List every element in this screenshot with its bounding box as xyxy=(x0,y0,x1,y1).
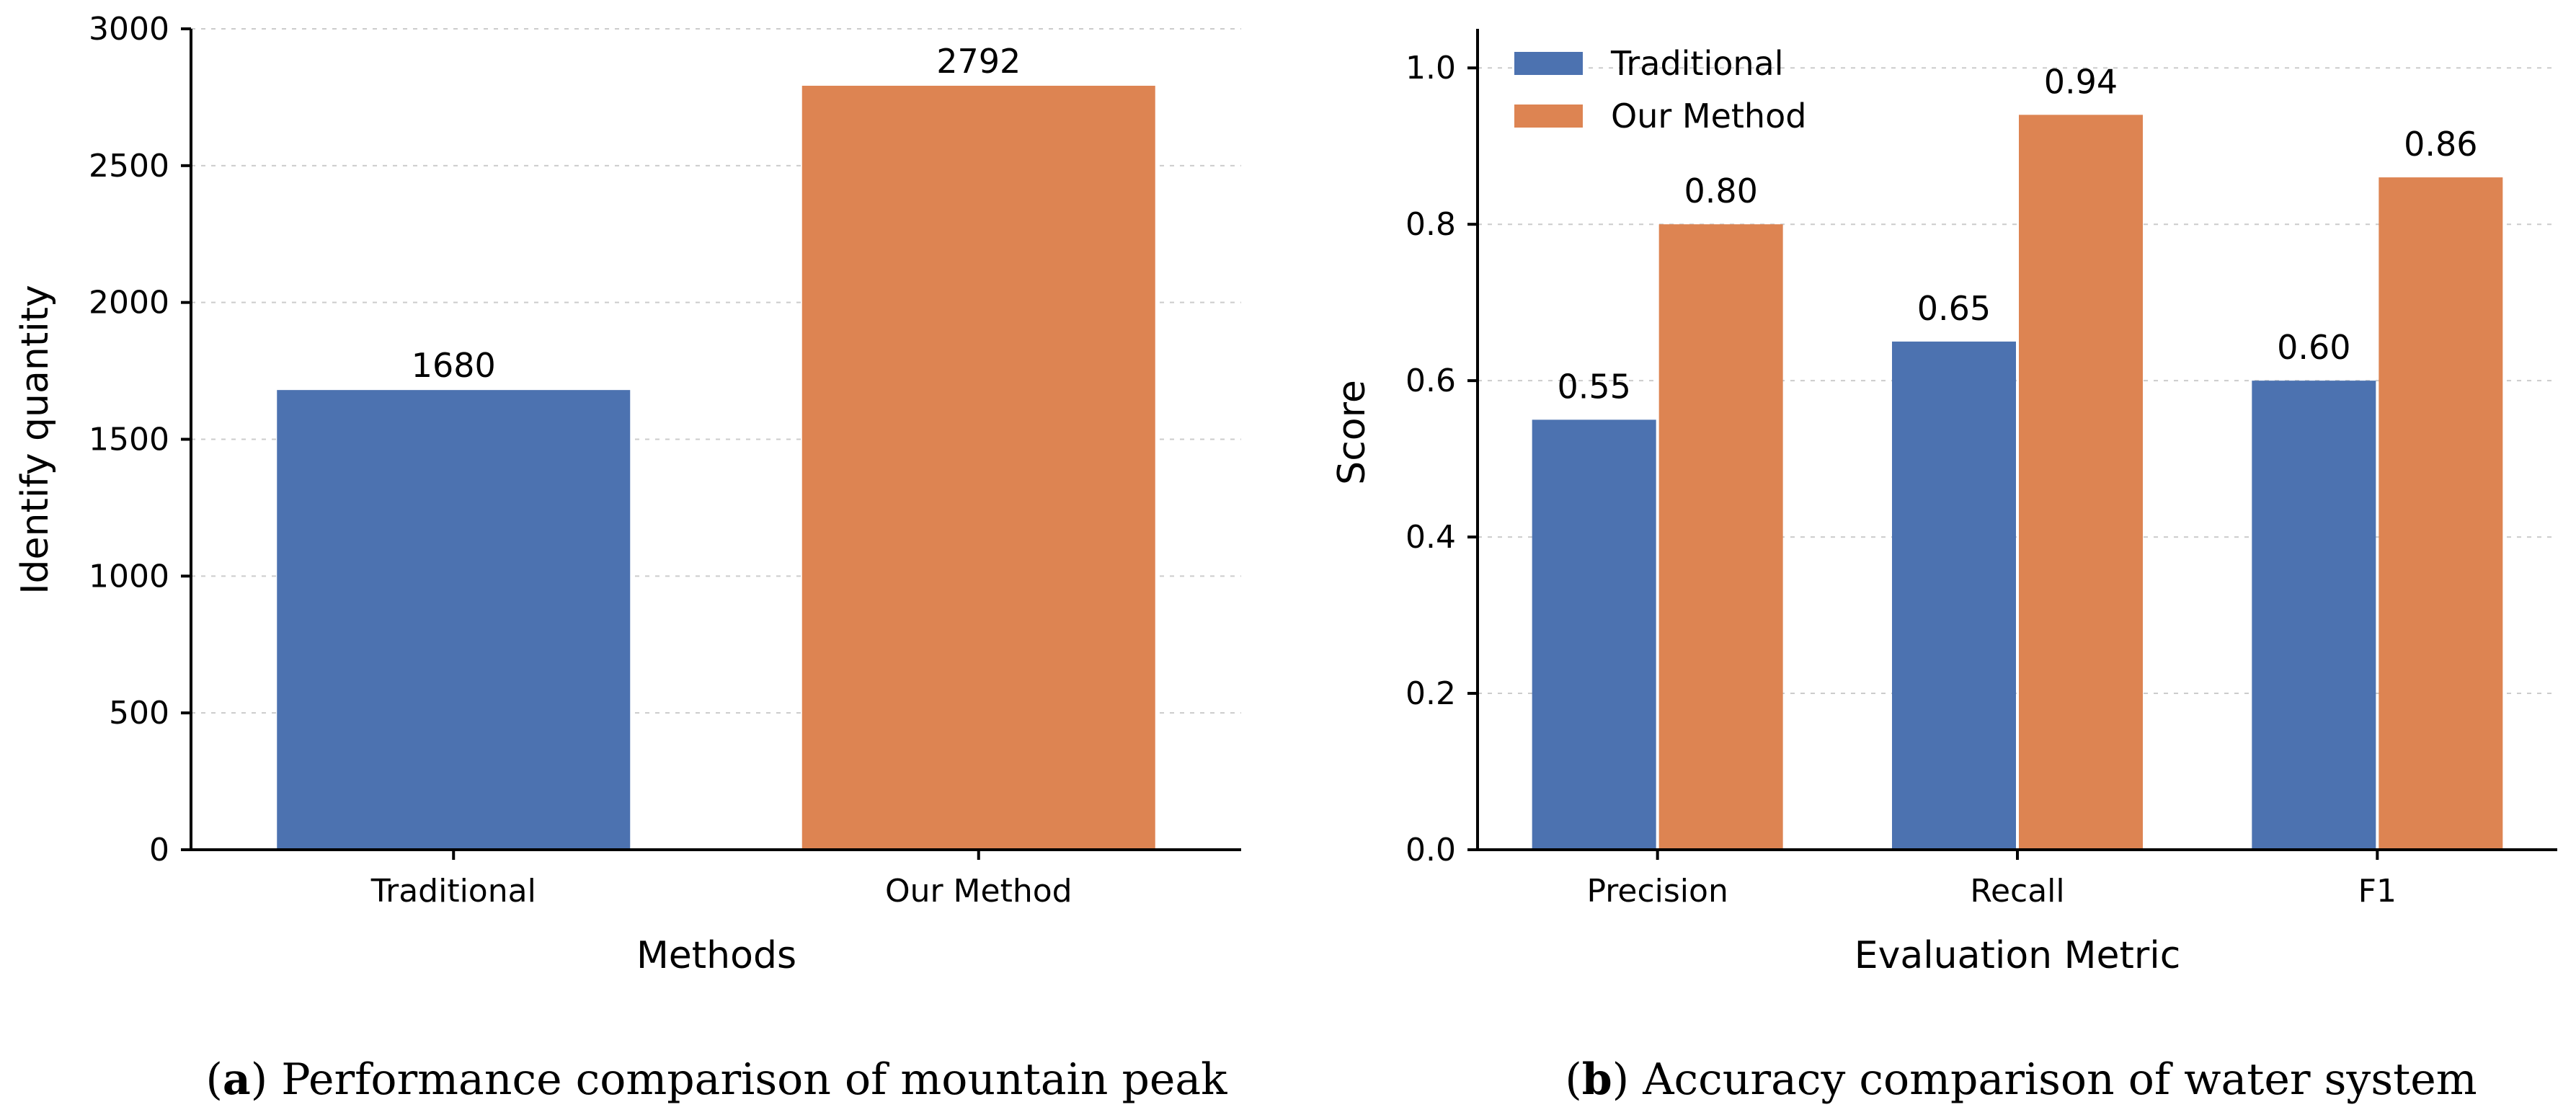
b-caption: (b) Accuracy comparison of water system xyxy=(1565,1054,2477,1105)
a-bar-value-label: 1680 xyxy=(412,346,496,385)
a-ytick-label: 2000 xyxy=(89,285,169,321)
b-caption-letter: b xyxy=(1582,1054,1612,1105)
b-ytick-label: 0.8 xyxy=(1405,206,1456,243)
a-caption: (a) Performance comparison of mountain p… xyxy=(205,1054,1227,1105)
b-ytick-label: 0.2 xyxy=(1405,675,1456,712)
b-legend-label-our-method: Our Method xyxy=(1611,97,1806,135)
a-caption-letter: a xyxy=(223,1054,251,1105)
a-bar-traditional xyxy=(277,390,631,850)
b-bar-our-method-recall xyxy=(2019,115,2143,850)
b-ytick-label: 1.0 xyxy=(1405,50,1456,86)
b-legend-swatch-our-method xyxy=(1514,105,1583,128)
b-bar-value-label: 0.86 xyxy=(2404,125,2477,164)
a-ytick-label: 0 xyxy=(149,832,169,868)
b-bar-value-label: 0.55 xyxy=(1557,367,1630,406)
b-y-axis-title: Score xyxy=(1331,380,1374,485)
b-ytick-label: 0.0 xyxy=(1405,832,1456,868)
b-legend-swatch-traditional xyxy=(1514,52,1583,75)
a-y-axis-title: Identify quantity xyxy=(14,285,57,595)
b-legend-label-traditional: Traditional xyxy=(1610,44,1784,83)
b-x-axis-title: Evaluation Metric xyxy=(1855,934,2181,977)
b-bar-our-method-f1 xyxy=(2379,177,2503,850)
chart-a: 1680 2792 0 500 1000 1500 2000 2500 3000 Tradit… xyxy=(14,11,1241,1105)
b-xtick-label: Recall xyxy=(1970,873,2064,910)
a-caption-text: Performance comparison of mountain peak xyxy=(281,1054,1227,1105)
b-legend: Traditional Our Method xyxy=(1514,44,1806,135)
a-ytick-label: 2500 xyxy=(89,148,169,185)
b-bar-traditional-f1 xyxy=(2252,381,2376,850)
b-ytick-label: 0.4 xyxy=(1405,519,1456,556)
a-ytick-label: 500 xyxy=(109,695,169,732)
b-ytick-label: 0.6 xyxy=(1405,363,1456,399)
b-bar-value-label: 0.80 xyxy=(1684,172,1757,210)
a-ytick-label: 1500 xyxy=(89,422,169,458)
b-xtick-label: F1 xyxy=(2358,873,2397,910)
b-bar-traditional-precision xyxy=(1532,419,1656,850)
b-bar-value-label: 0.60 xyxy=(2277,328,2350,367)
b-bar-traditional-recall xyxy=(1892,341,2016,850)
a-bar-value-label: 2792 xyxy=(936,42,1021,81)
b-bar-value-label: 0.94 xyxy=(2044,62,2118,101)
a-xtick-label: Traditional xyxy=(370,873,536,910)
b-xtick-label: Precision xyxy=(1587,873,1728,910)
a-x-axis-title: Methods xyxy=(636,934,796,977)
b-bar-value-label: 0.65 xyxy=(1917,289,1991,328)
a-xtick-label: Our Method xyxy=(885,873,1072,910)
a-bar-our-method xyxy=(801,85,1155,850)
chart-b: 0.55 0.80 0.65 0.94 0.60 0.86 0.0 0.2 0.4 0.6 0.8… xyxy=(1331,29,2557,1105)
a-ytick-label: 1000 xyxy=(89,558,169,595)
b-caption-text: Accuracy comparison of water system xyxy=(1642,1054,2477,1105)
a-ytick-label: 3000 xyxy=(89,11,169,48)
b-bar-our-method-precision xyxy=(1658,224,1783,850)
